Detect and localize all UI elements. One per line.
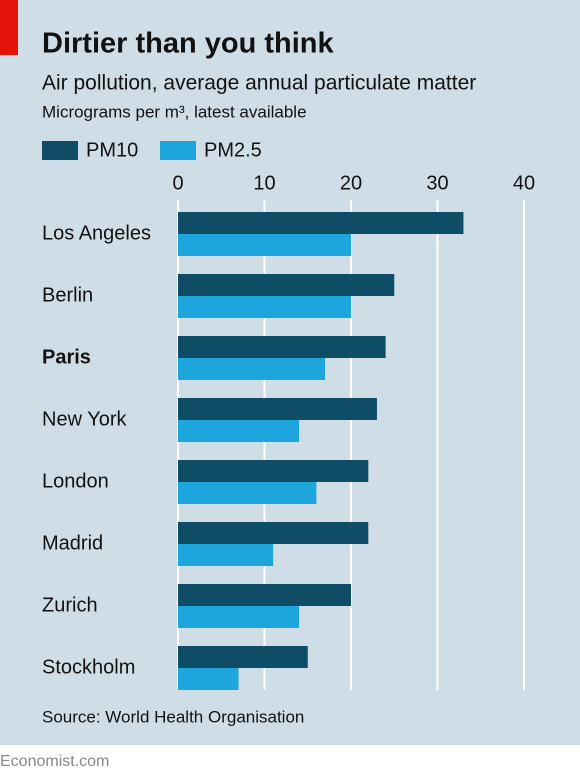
category-label: New York <box>42 408 127 430</box>
source: Source: World Health Organisation <box>42 707 304 726</box>
bar <box>178 336 386 358</box>
unit-note: Micrograms per m³, latest available <box>42 102 307 121</box>
category-label: Berlin <box>42 284 93 306</box>
x-tick-label: 30 <box>426 172 448 194</box>
category-label: Los Angeles <box>42 222 151 244</box>
bar <box>178 646 308 668</box>
legend-swatch <box>160 141 196 160</box>
bar <box>178 398 377 420</box>
bar <box>178 234 351 256</box>
bar <box>178 584 351 606</box>
category-label: London <box>42 470 109 492</box>
chart-title: Dirtier than you think <box>42 28 335 60</box>
bar <box>178 482 317 504</box>
bar <box>178 522 369 544</box>
chart-subtitle: Air pollution, average annual particulat… <box>42 72 476 95</box>
x-tick-label: 0 <box>172 172 183 194</box>
x-tick-label: 20 <box>340 172 362 194</box>
category-label: Zurich <box>42 594 98 616</box>
x-tick-label: 10 <box>253 172 275 194</box>
x-tick-label: 40 <box>513 172 535 194</box>
bar <box>178 668 239 690</box>
category-label: Stockholm <box>42 656 135 678</box>
bar <box>178 212 464 234</box>
red-tag <box>0 0 18 55</box>
bar <box>178 544 274 566</box>
category-label: Madrid <box>42 532 103 554</box>
footer: Economist.com <box>0 753 109 770</box>
category-label: Paris <box>42 346 91 368</box>
legend-swatch <box>42 141 78 160</box>
legend-label: PM2.5 <box>204 139 262 161</box>
bar <box>178 358 326 380</box>
bar <box>178 274 395 296</box>
bar <box>178 296 351 318</box>
bar <box>178 420 300 442</box>
legend-label: PM10 <box>86 139 138 161</box>
bar <box>178 606 300 628</box>
bar <box>178 460 369 482</box>
